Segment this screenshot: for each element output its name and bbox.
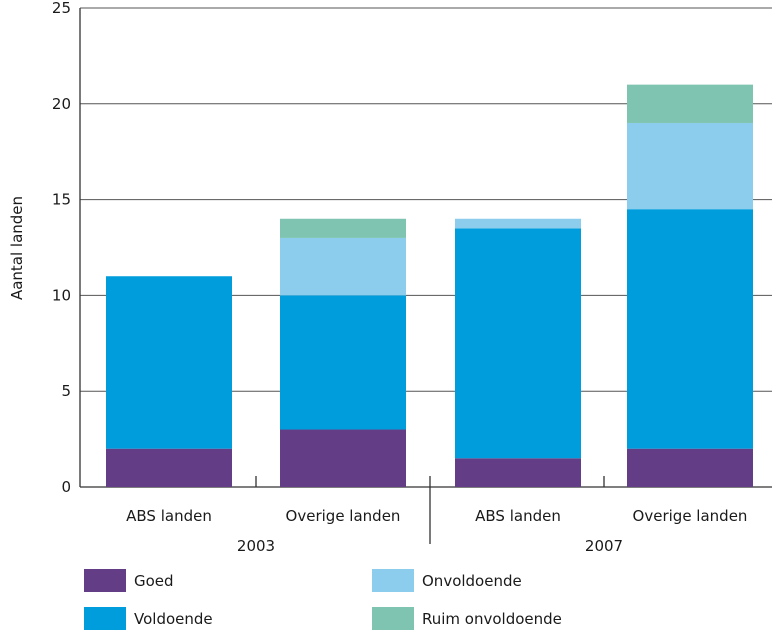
- y-tick-label: 0: [61, 478, 71, 496]
- y-axis-title: Aantal landen: [8, 196, 26, 300]
- y-tick-label: 10: [52, 286, 71, 304]
- x-category-label: Overige landen: [633, 507, 748, 525]
- bar-goed: [455, 458, 581, 487]
- legend-label: Ruim onvoldoende: [422, 610, 562, 628]
- x-category-label: ABS landen: [126, 507, 212, 525]
- y-tick-label: 20: [52, 95, 71, 113]
- x-category-label: Overige landen: [286, 507, 401, 525]
- legend-swatch: [84, 569, 126, 592]
- legend-swatch: [84, 607, 126, 630]
- bar-goed: [627, 448, 753, 487]
- bar-goed: [280, 429, 406, 487]
- bar-voldoende: [627, 209, 753, 449]
- legend-swatch: [372, 569, 414, 592]
- legend-label: Onvoldoende: [422, 572, 522, 590]
- bar-voldoende: [280, 295, 406, 430]
- y-tick-label: 25: [52, 0, 71, 17]
- bar-ruim-onvoldoende: [627, 84, 753, 123]
- legend-label: Goed: [134, 572, 174, 590]
- bar-onvoldoende: [455, 218, 581, 229]
- bar-voldoende: [106, 276, 232, 449]
- bar-onvoldoende: [627, 122, 753, 210]
- x-category-label: ABS landen: [475, 507, 561, 525]
- y-tick-label: 15: [52, 191, 71, 209]
- bar-ruim-onvoldoende: [280, 218, 406, 238]
- y-tick-label: 5: [61, 382, 71, 400]
- x-group-label: 2007: [585, 537, 623, 555]
- legend-label: Voldoende: [134, 610, 213, 628]
- bar-goed: [106, 448, 232, 487]
- bar-onvoldoende: [280, 237, 406, 296]
- legend-swatch: [372, 607, 414, 630]
- bar-voldoende: [455, 228, 581, 459]
- x-group-label: 2003: [237, 537, 275, 555]
